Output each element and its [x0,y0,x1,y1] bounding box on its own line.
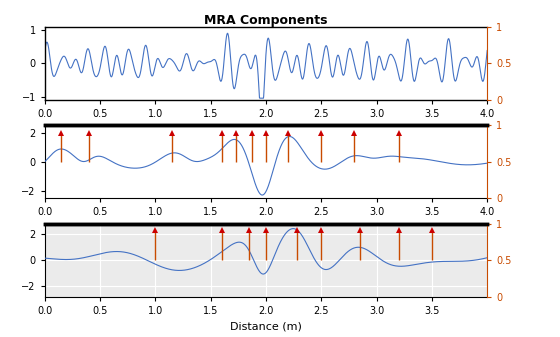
X-axis label: Distance (m): Distance (m) [230,321,302,331]
Title: MRA Components: MRA Components [204,14,328,27]
